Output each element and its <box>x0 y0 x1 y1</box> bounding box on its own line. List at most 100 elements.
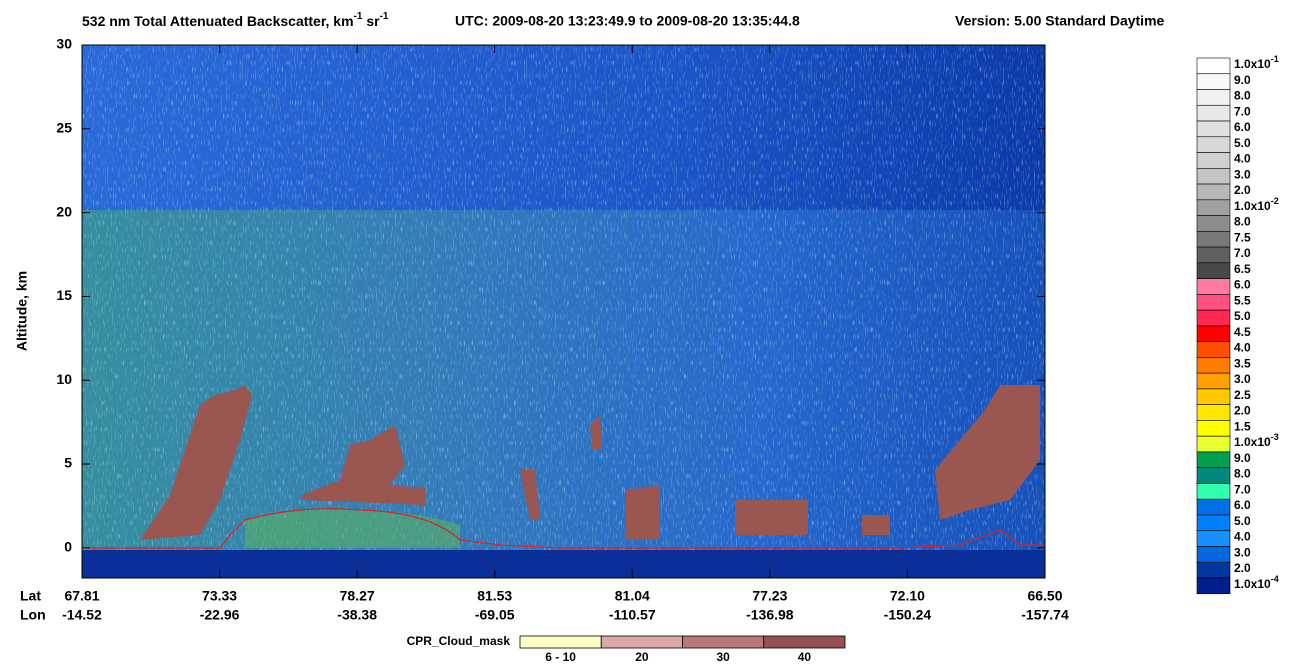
mask-title: CPR_Cloud_mask <box>407 634 511 648</box>
lon-tick-label: -150.24 <box>884 607 932 623</box>
colorbar-label-text: 5.5 <box>1234 294 1251 308</box>
colorbar-swatch <box>1196 183 1231 201</box>
colorbar-label-text: 7.0 <box>1234 104 1251 118</box>
lat-tick-label: 67.81 <box>64 588 99 604</box>
colorbar-label: 8.0 <box>1234 89 1251 103</box>
colorbar-label: 3.0 <box>1234 167 1251 181</box>
colorbar-label-text: 7.0 <box>1234 246 1251 260</box>
colorbar-swatch <box>1196 404 1231 421</box>
colorbar-swatch <box>1196 498 1231 516</box>
y-tick-label: 10 <box>56 371 72 387</box>
colorbar-swatch <box>1196 514 1231 532</box>
mask-swatch <box>519 635 602 649</box>
colorbar-label: 4.0 <box>1234 530 1251 544</box>
colorbar-label: 4.0 <box>1234 341 1251 355</box>
colorbar-label-text: 6.5 <box>1234 262 1251 276</box>
version: Version: 5.00 Standard Daytime <box>955 13 1165 29</box>
utc-range: UTC: 2009-08-20 13:23:49.9 to 2009-08-20… <box>455 13 800 29</box>
y-tick-label: 5 <box>64 455 72 471</box>
colorbar-label: 5.0 <box>1234 309 1251 323</box>
y-axis-label: Altitude, km <box>14 271 30 351</box>
lat-tick-label: 78.27 <box>340 588 375 604</box>
colorbar-label: 7.0 <box>1234 104 1251 118</box>
colorbar-label: 2.0 <box>1234 404 1251 418</box>
lon-tick-label: -38.38 <box>337 607 377 623</box>
colorbar-label-text: 1.0x10 <box>1234 435 1271 449</box>
chart-title: 532 nm Total Attenuated Backscatter, km-… <box>82 11 389 29</box>
curtain-image <box>82 45 1045 578</box>
colorbar-label-text: 2.5 <box>1234 388 1251 402</box>
colorbar-label: 8.0 <box>1234 467 1251 481</box>
colorbar-label-text: 1.5 <box>1234 420 1251 434</box>
colorbar-label-exp: -3 <box>1271 433 1279 443</box>
colorbar-swatch <box>1196 483 1231 500</box>
mask-swatch <box>600 635 683 649</box>
colorbar-label: 1.0x10-4 <box>1234 574 1279 591</box>
colorbar-swatch <box>1196 294 1231 311</box>
colorbar-swatch <box>1196 262 1231 279</box>
colorbar-label: 7.0 <box>1234 246 1251 260</box>
colorbar-label-text: 9.0 <box>1234 451 1251 465</box>
colorbar-label: 1.0x10-3 <box>1234 433 1279 450</box>
colorbar-swatch <box>1196 89 1231 106</box>
lon-tick-label: -136.98 <box>746 607 794 623</box>
colorbar-label-exp: -4 <box>1271 574 1279 584</box>
mask-swatch <box>763 635 846 649</box>
colorbar-swatch <box>1196 435 1231 453</box>
lat-tick-label: 72.10 <box>890 588 925 604</box>
colorbar-label-text: 4.0 <box>1234 152 1251 166</box>
colorbar-label: 6.0 <box>1234 120 1251 134</box>
colorbar-label-text: 8.0 <box>1234 89 1251 103</box>
colorbar-label-text: 4.5 <box>1234 325 1251 339</box>
colorbar-swatch <box>1196 388 1231 405</box>
colorbar-label: 9.0 <box>1234 451 1251 465</box>
y-tick-label: 15 <box>56 287 72 303</box>
colorbar-label-text: 6.0 <box>1234 498 1251 512</box>
colorbar-swatch <box>1196 451 1231 468</box>
mask-label: 20 <box>635 650 649 664</box>
y-tick-label: 20 <box>56 203 72 219</box>
colorbar-swatch <box>1196 309 1231 327</box>
colorbar-label: 3.0 <box>1234 372 1251 386</box>
colorbar-label: 3.0 <box>1234 546 1251 560</box>
colorbar-swatch <box>1196 357 1231 374</box>
colorbar-swatch <box>1196 199 1231 216</box>
colorbar-swatch <box>1196 136 1231 153</box>
colorbar-label-text: 3.0 <box>1234 372 1251 386</box>
colorbar-swatch <box>1196 120 1231 138</box>
colorbar-label-text: 7.0 <box>1234 483 1251 497</box>
colorbar-label: 2.0 <box>1234 561 1251 575</box>
colorbar-swatch <box>1196 57 1231 75</box>
lon-tick-label: -69.05 <box>475 607 515 623</box>
colorbar-label: 6.0 <box>1234 278 1251 292</box>
colorbar-label-text: 2.0 <box>1234 183 1251 197</box>
colorbar-swatch <box>1196 546 1231 563</box>
lat-tick-label: 66.50 <box>1027 588 1062 604</box>
lon-tick-label: -14.52 <box>62 607 102 623</box>
colorbar-label-text: 8.0 <box>1234 467 1251 481</box>
colorbar-swatch <box>1196 467 1231 484</box>
colorbar-label: 6.0 <box>1234 498 1251 512</box>
lon-tick-label: -22.96 <box>200 607 240 623</box>
colorbar-label-text: 2.0 <box>1234 404 1251 418</box>
colorbar-label-text: 4.0 <box>1234 530 1251 544</box>
colorbar-label-text: 9.0 <box>1234 73 1251 87</box>
lat-tick-label: 81.53 <box>477 588 512 604</box>
lat-tick-label: 73.33 <box>202 588 237 604</box>
colorbar-label-exp: -2 <box>1271 196 1279 206</box>
mask-label: 40 <box>798 650 812 664</box>
colorbar-label: 2.0 <box>1234 183 1251 197</box>
colorbar-label: 2.5 <box>1234 388 1251 402</box>
colorbar-label: 6.5 <box>1234 262 1251 276</box>
colorbar-swatch <box>1196 561 1231 579</box>
colorbar-label: 4.5 <box>1234 325 1251 339</box>
colorbar-label: 5.0 <box>1234 136 1251 150</box>
colorbar-label-text: 7.5 <box>1234 231 1251 245</box>
colorbar-swatch <box>1196 231 1231 248</box>
colorbar-swatch <box>1196 420 1231 437</box>
mask-label: 6 - 10 <box>545 650 576 664</box>
mask-label: 30 <box>716 650 730 664</box>
colorbar-label: 8.0 <box>1234 215 1251 229</box>
colorbar-swatch <box>1196 372 1231 390</box>
